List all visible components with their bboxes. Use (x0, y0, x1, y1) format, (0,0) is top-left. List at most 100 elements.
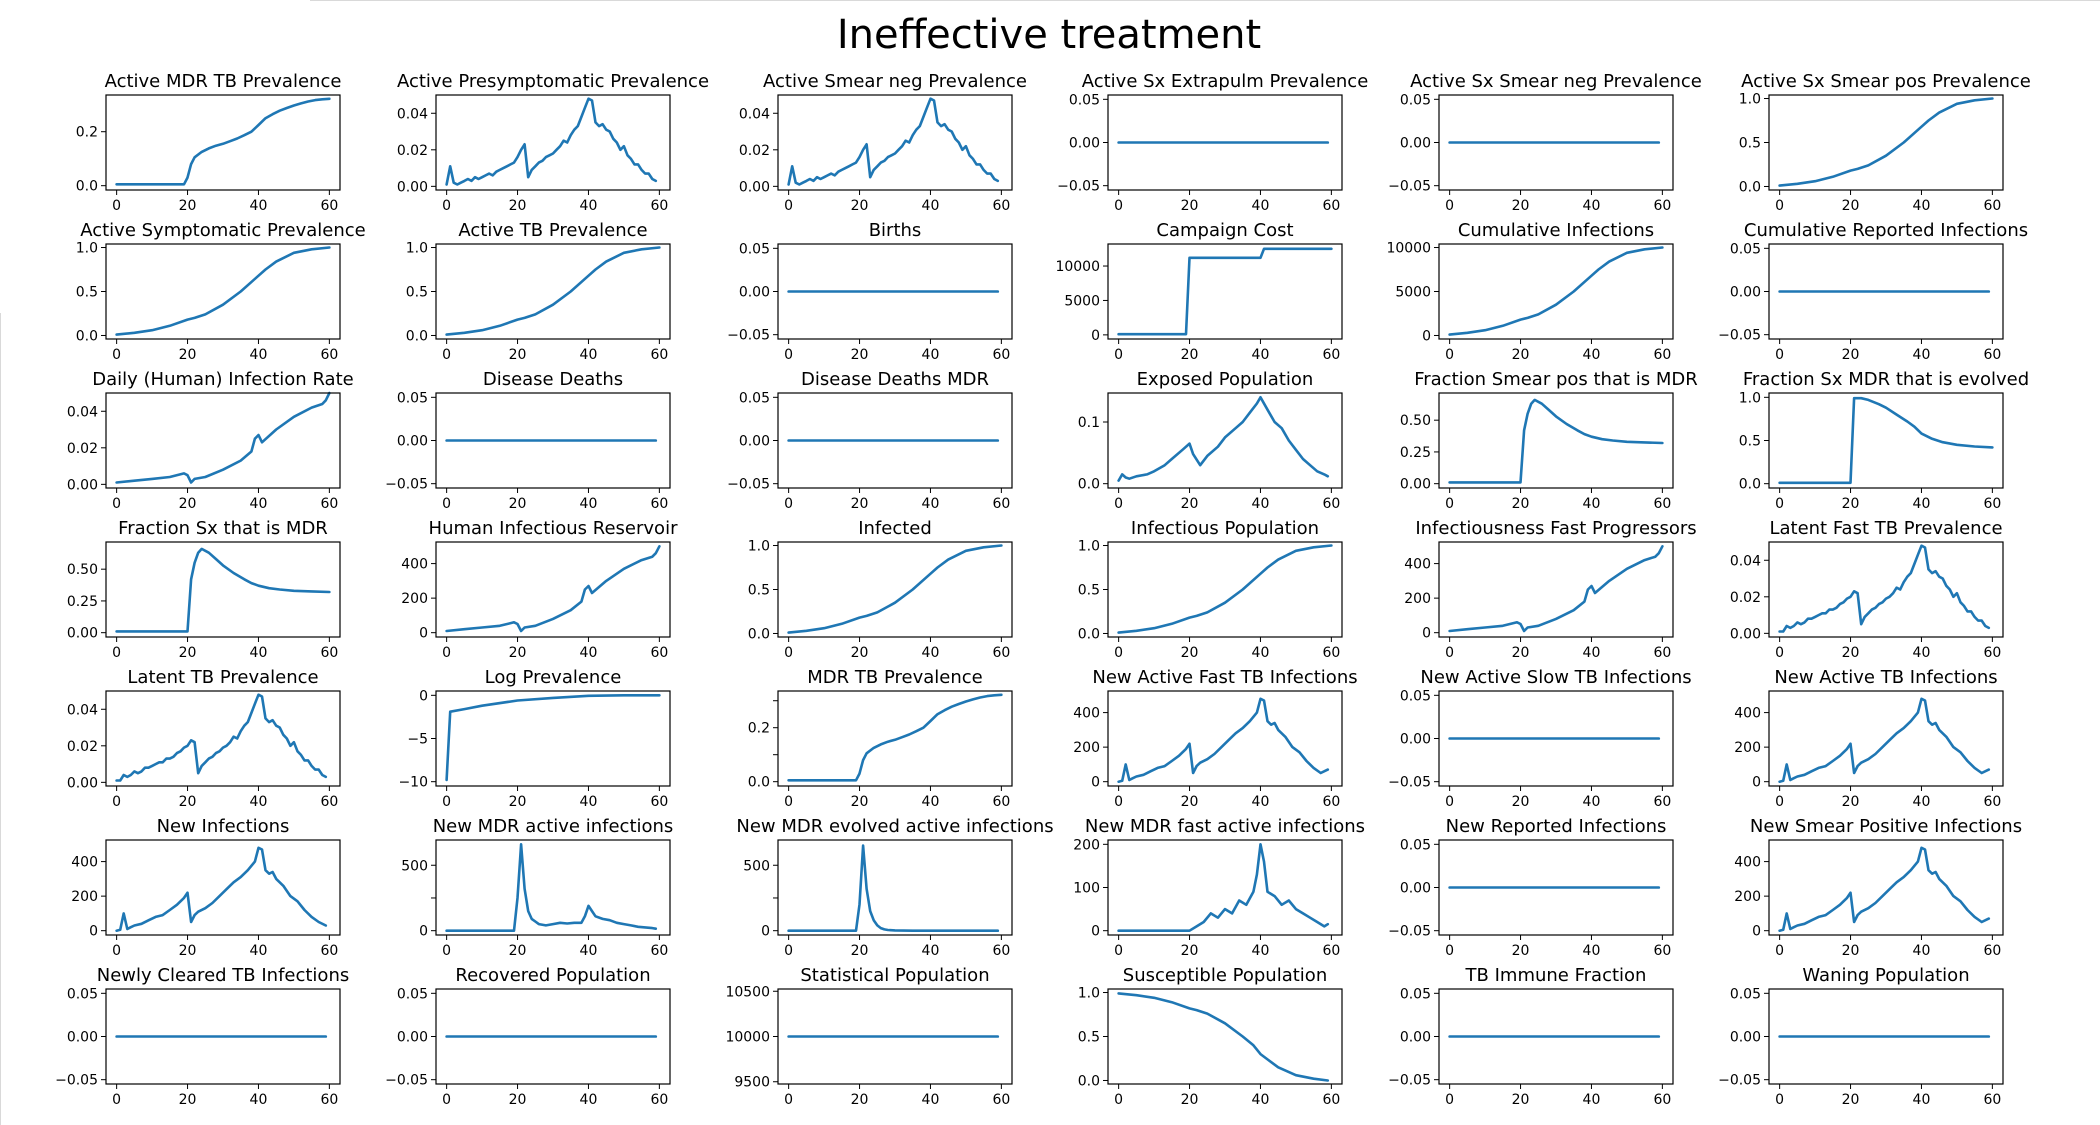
y-tick-label: 0.02 (67, 739, 98, 755)
subplot: 0 20 40 60 0.00 0.02 0.04 Active Presymptomatic… (397, 71, 709, 214)
subplot-title: New Infections (157, 816, 290, 837)
y-tick-label: 0.0 (76, 179, 98, 195)
axes-frame (777, 839, 1013, 936)
axes-frame (435, 690, 671, 787)
x-tick-label: 0 (442, 645, 451, 661)
subplot: 0 20 40 60 0 5000 10000 Cumulative Infections (1386, 220, 1674, 363)
x-tick-label: 0 (1445, 496, 1454, 512)
series-line (1778, 97, 1994, 187)
y-tick-label: 0 (1752, 775, 1761, 791)
y-tick-label: 0.05 (1069, 92, 1100, 108)
subplot: 0 20 40 60 0 500 New MDR active infections (401, 816, 673, 959)
subplot: 0 20 40 60 0 200 400 New Infections (71, 816, 341, 959)
y-tick-label: 1.0 (1739, 92, 1761, 108)
x-tick-label: 60 (1983, 645, 2001, 661)
y-tick-label: 0.5 (76, 285, 98, 301)
subplot-title: Fraction Sx MDR that is evolved (1743, 369, 2029, 390)
x-tick-label: 0 (1775, 496, 1784, 512)
x-tick-label: 0 (112, 496, 121, 512)
subplot-title: New MDR fast active infections (1085, 816, 1365, 837)
y-tick-label: 1.0 (406, 241, 428, 257)
subplot-title: Active TB Prevalence (458, 220, 647, 241)
x-tick-label: 20 (1512, 496, 1530, 512)
x-tick-label: 0 (784, 794, 793, 810)
axes-frame (1768, 541, 2004, 638)
axes-frame (1438, 392, 1674, 489)
x-tick-label: 20 (179, 794, 197, 810)
subplot: 0 20 40 60 −10 −5 0 Log Prevalence (398, 667, 671, 810)
subplot: 0 20 40 60 0 500 New MDR evolved active infect… (736, 816, 1053, 959)
y-tick-label: −0.05 (385, 477, 428, 493)
subplot-title: Active Sx Smear pos Prevalence (1741, 71, 2031, 92)
subplot-title: New Active Fast TB Infections (1092, 667, 1357, 688)
subplot: 0 20 40 60 0.0 0.2 Active MDR TB Prevalence (76, 71, 342, 214)
x-tick-label: 20 (509, 198, 527, 214)
y-tick-label: 0.0 (1078, 1073, 1100, 1089)
subplot: 0 20 40 60 0.00 0.25 0.50 Fraction Sx that is M… (67, 518, 341, 661)
y-tick-label: 0.00 (739, 285, 770, 301)
y-tick-label: 200 (1734, 889, 1761, 905)
x-tick-label: 40 (1583, 1092, 1601, 1108)
axes-frame (1107, 988, 1343, 1085)
y-tick-label: 0.5 (1739, 434, 1761, 450)
subplot-title: New Active TB Infections (1774, 667, 1997, 688)
series-line (787, 97, 1000, 186)
subplot-title: Daily (Human) Infection Rate (92, 369, 353, 390)
y-tick-label: 200 (1734, 740, 1761, 756)
x-tick-label: 60 (1322, 198, 1340, 214)
y-tick-label: 200 (1073, 740, 1100, 756)
axes-frame (777, 690, 1013, 787)
x-tick-label: 0 (1445, 943, 1454, 959)
y-tick-label: 0.0 (1078, 626, 1100, 642)
y-tick-label: 0.05 (1400, 837, 1431, 853)
x-tick-label: 60 (1322, 347, 1340, 363)
axes-frame (1438, 243, 1674, 340)
y-tick-label: 400 (1073, 706, 1100, 722)
subplot-title: Infected (858, 518, 932, 539)
series-line (1117, 992, 1330, 1082)
x-tick-label: 20 (1842, 645, 1860, 661)
subplot: 0 20 40 60 0.00 0.25 0.50 Fraction Smear pos th… (1400, 369, 1698, 512)
x-tick-label: 40 (1252, 794, 1270, 810)
x-tick-label: 60 (320, 794, 338, 810)
y-tick-label: 0.05 (1400, 92, 1431, 108)
series-line (115, 97, 331, 186)
axes-frame (105, 839, 341, 936)
axes-frame (1107, 839, 1343, 936)
x-tick-label: 20 (509, 943, 527, 959)
x-tick-label: 20 (1181, 943, 1199, 959)
axes-frame (1768, 839, 2004, 936)
x-tick-label: 40 (580, 496, 598, 512)
y-tick-label: 0.5 (1078, 583, 1100, 599)
subplot: 0 20 40 60 0 5000 10000 Campaign Cost (1055, 220, 1343, 363)
y-tick-label: 0.5 (406, 285, 428, 301)
axes-frame (1768, 94, 2004, 191)
y-tick-label: 0.00 (1400, 477, 1431, 493)
subplot: 0 20 40 60 0.0 0.2 MDR TB Prevalence (748, 667, 1013, 810)
axes-frame (1107, 541, 1343, 638)
x-tick-label: 40 (1913, 1092, 1931, 1108)
y-tick-label: −0.05 (727, 328, 770, 344)
y-tick-label: 0.05 (739, 390, 770, 406)
y-tick-label: 1.0 (1739, 390, 1761, 406)
x-tick-label: 40 (922, 943, 940, 959)
subplot: 0 20 40 60 −0.05 0.00 0.05 Disease Deaths (385, 369, 671, 512)
series-line (115, 846, 328, 933)
x-tick-label: 20 (179, 943, 197, 959)
x-tick-label: 40 (1252, 1092, 1270, 1108)
subplot-title: Disease Deaths MDR (801, 369, 989, 390)
y-tick-label: 0.00 (1400, 881, 1431, 897)
x-tick-label: 40 (580, 347, 598, 363)
x-tick-label: 20 (1512, 1092, 1530, 1108)
x-tick-label: 60 (1983, 496, 2001, 512)
y-tick-label: 0 (1422, 328, 1431, 344)
stray-border-top (310, 0, 2100, 1)
y-tick-label: 400 (1404, 557, 1431, 573)
x-tick-label: 60 (1322, 943, 1340, 959)
axes-frame (1107, 690, 1343, 787)
x-tick-label: 0 (112, 347, 121, 363)
x-tick-label: 20 (509, 496, 527, 512)
